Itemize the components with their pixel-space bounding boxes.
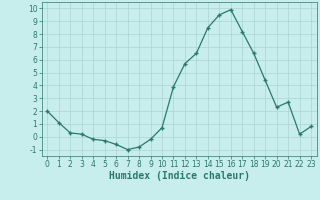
X-axis label: Humidex (Indice chaleur): Humidex (Indice chaleur) bbox=[109, 171, 250, 181]
